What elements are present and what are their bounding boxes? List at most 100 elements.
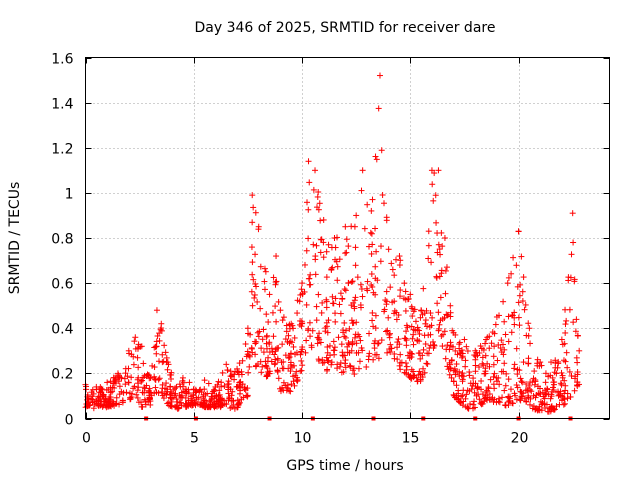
data-point — [167, 395, 174, 402]
ticks-layer: 0 0.2 0.4 0.6 0.8 1 1.2 1.4 1.6 0 5 10 15 20 — [51, 52, 610, 447]
data-point — [503, 370, 510, 377]
data-point — [334, 277, 341, 284]
data-point — [543, 401, 550, 408]
data-point — [499, 341, 506, 348]
data-point — [310, 241, 317, 248]
data-point — [515, 314, 522, 321]
peak-point — [320, 216, 327, 223]
data-point — [387, 349, 394, 356]
data-point — [477, 342, 484, 349]
data-point — [420, 285, 427, 292]
data-point — [260, 326, 267, 333]
data-point — [302, 349, 309, 356]
data-point — [225, 384, 232, 391]
data-point — [152, 384, 159, 391]
data-point — [408, 323, 415, 330]
data-point — [460, 387, 467, 394]
data-point — [351, 334, 358, 341]
data-point — [221, 382, 228, 389]
data-point — [550, 387, 557, 394]
data-point — [574, 359, 581, 366]
data-point — [408, 303, 415, 310]
data-point — [168, 403, 175, 410]
peak-point — [114, 370, 121, 377]
data-point — [384, 327, 391, 334]
data-point — [332, 310, 339, 317]
data-point — [365, 243, 372, 250]
data-point — [323, 304, 330, 311]
data-point — [269, 348, 276, 355]
data-point — [443, 264, 450, 271]
data-point — [215, 400, 222, 407]
data-point — [474, 384, 481, 391]
data-point — [422, 317, 429, 324]
data-point — [97, 402, 104, 409]
data-point — [433, 219, 440, 226]
data-point — [391, 298, 398, 305]
data-point — [574, 332, 581, 339]
data-point — [322, 325, 329, 332]
data-point — [434, 300, 441, 307]
data-point — [313, 242, 320, 249]
data-point — [225, 378, 232, 385]
data-point — [326, 342, 333, 349]
data-point — [424, 350, 431, 357]
peak-point — [179, 374, 186, 381]
data-point — [490, 398, 497, 405]
data-point — [411, 306, 418, 313]
data-point — [246, 363, 253, 370]
data-point — [316, 200, 323, 207]
data-point — [463, 343, 470, 350]
data-point — [372, 337, 379, 344]
data-point — [373, 248, 380, 255]
data-point — [368, 250, 375, 257]
data-point — [164, 400, 171, 407]
data-point — [357, 337, 364, 344]
data-point — [549, 384, 556, 391]
data-point — [444, 342, 451, 349]
data-point — [331, 344, 338, 351]
data-point — [486, 396, 493, 403]
data-point — [405, 295, 412, 302]
data-point — [529, 405, 536, 412]
data-point — [402, 288, 409, 295]
y-tick-label: 0.4 — [51, 322, 73, 338]
data-point — [272, 303, 279, 310]
data-point — [514, 384, 521, 391]
data-point — [383, 217, 390, 224]
data-point — [139, 377, 146, 384]
data-point — [337, 290, 344, 297]
data-point — [284, 382, 291, 389]
data-point — [342, 357, 349, 364]
data-point — [405, 371, 412, 378]
data-point — [189, 400, 196, 407]
data-point — [364, 278, 371, 285]
data-point — [348, 347, 355, 354]
data-point — [474, 385, 481, 392]
data-point — [518, 378, 525, 385]
data-point — [505, 313, 512, 320]
data-point — [174, 405, 181, 412]
data-point — [505, 338, 512, 345]
data-point — [520, 274, 527, 281]
data-point — [436, 321, 443, 328]
data-point — [364, 201, 371, 208]
data-point — [339, 352, 346, 359]
data-point — [245, 352, 252, 359]
peak-point — [407, 291, 414, 298]
data-point — [471, 398, 478, 405]
data-point — [286, 354, 293, 361]
data-point — [250, 204, 257, 211]
data-point — [297, 351, 304, 358]
data-point — [345, 243, 352, 250]
data-point — [397, 366, 404, 373]
data-point — [382, 297, 389, 304]
data-point — [367, 229, 374, 236]
data-point — [404, 324, 411, 331]
data-point — [286, 340, 293, 347]
data-point — [151, 364, 158, 371]
y-axis-label: SRMTID / TECUs — [7, 182, 23, 295]
data-point — [521, 306, 528, 313]
data-point — [263, 373, 270, 380]
